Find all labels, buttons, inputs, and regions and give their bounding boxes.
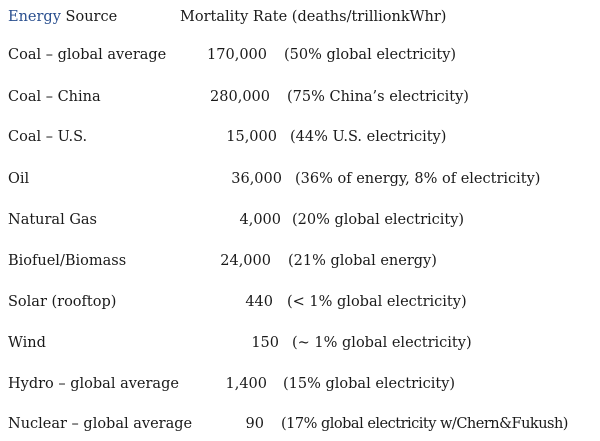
row-rate: 440 xyxy=(245,294,273,310)
table-row: Biofuel/Biomass 24,000 (21% global energ… xyxy=(0,249,600,273)
row-share: (17% global electricity w/Chern&Fukush) xyxy=(281,416,568,432)
header-rate-label: Mortality Rate (deaths/trillionkWhr) xyxy=(180,9,447,25)
row-rate: 36,000 xyxy=(231,171,282,187)
row-source: Coal – China xyxy=(8,89,101,105)
row-share: (~ 1% global electricity) xyxy=(292,335,472,351)
row-share: (36% of energy, 8% of electricity) xyxy=(295,171,541,187)
row-rate: 90 xyxy=(245,416,264,432)
row-share: (75% China’s electricity) xyxy=(287,89,469,105)
table-row: Oil 36,000 (36% of energy, 8% of electri… xyxy=(0,167,600,191)
table-row: Hydro – global average 1,400 (15% global… xyxy=(0,372,600,396)
row-rate: 1,400 xyxy=(225,376,267,392)
row-source: Coal – global average xyxy=(8,47,167,63)
row-rate: 4,000 xyxy=(239,212,281,228)
header-source-word: Source xyxy=(60,9,118,25)
row-source: Natural Gas xyxy=(8,212,97,228)
row-rate: 15,000 xyxy=(226,129,277,145)
row-source: Nuclear – global average xyxy=(8,416,193,432)
header-energy-word: Energy xyxy=(8,9,61,25)
table-row: Coal – global average 170,000 (50% globa… xyxy=(0,43,600,67)
table-row: Solar (rooftop) 440 (< 1% global electri… xyxy=(0,290,600,314)
row-share: (50% global electricity) xyxy=(284,47,457,63)
row-share: (20% global electricity) xyxy=(292,212,465,228)
row-source: Hydro – global average xyxy=(8,376,179,392)
table-row: Coal – U.S. 15,000 (44% U.S. electricity… xyxy=(0,125,600,149)
row-source: Biofuel/Biomass xyxy=(8,253,127,269)
row-rate: 24,000 xyxy=(220,253,271,269)
row-source: Solar (rooftop) xyxy=(8,294,117,310)
table-row: Natural Gas 4,000 (20% global electricit… xyxy=(0,208,600,232)
row-rate: 170,000 xyxy=(207,47,267,63)
row-source: Coal – U.S. xyxy=(8,129,88,145)
table-row: Coal – China 280,000 (75% China’s electr… xyxy=(0,85,600,109)
table-row: Wind 150 (~ 1% global electricity) xyxy=(0,331,600,355)
row-share: (21% global energy) xyxy=(288,253,437,269)
row-share: (< 1% global electricity) xyxy=(287,294,467,310)
table-row: Nuclear – global average 90 (17% global … xyxy=(0,412,600,436)
row-share: (15% global electricity) xyxy=(283,376,456,392)
row-share: (44% U.S. electricity) xyxy=(290,129,447,145)
header-source-label: Energy Source xyxy=(8,5,117,29)
row-source: Oil xyxy=(8,171,30,187)
table-header: Energy Source Mortality Rate (deaths/tri… xyxy=(0,5,600,29)
row-source: Wind xyxy=(8,335,46,351)
row-rate: 150 xyxy=(251,335,279,351)
row-rate: 280,000 xyxy=(210,89,270,105)
